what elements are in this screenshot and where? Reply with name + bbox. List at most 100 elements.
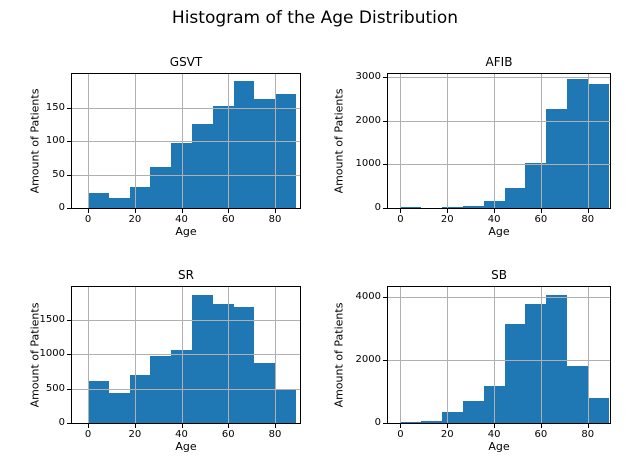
gridline: [399, 287, 401, 423]
x-tick-label: 40: [175, 214, 188, 225]
histogram-bar: [150, 167, 171, 208]
x-tick-label: 40: [487, 214, 501, 225]
gridline: [72, 140, 300, 142]
y-tick-mark: [383, 163, 387, 165]
histogram-bar: [546, 295, 567, 423]
subplot-title-sb: SB: [491, 268, 507, 282]
plot-area: [388, 74, 610, 208]
y-tick-label: 500: [45, 382, 65, 394]
x-axis-label: Age: [175, 440, 197, 453]
histogram-bar: [275, 389, 296, 423]
histogram-bar: [88, 193, 109, 208]
subplot-title-sr: SR: [178, 268, 194, 282]
x-tick-mark: [541, 424, 542, 428]
y-tick-mark: [383, 296, 387, 298]
histogram-bar: [213, 106, 234, 208]
x-tick-label: 60: [534, 429, 548, 440]
histogram-bar: [130, 187, 150, 208]
subplot-title-afib: AFIB: [485, 55, 513, 69]
gridline: [72, 319, 300, 321]
x-tick-mark: [275, 209, 276, 213]
subplot-gsvt: GSVT Amount of Patients Age 0 20 40 60 80 0 50…: [29, 55, 301, 238]
x-tick-label: 40: [175, 429, 188, 440]
x-tick-mark: [588, 209, 589, 213]
y-tick-mark: [67, 319, 71, 321]
histogram-bar: [400, 207, 421, 208]
histogram-bar: [546, 109, 567, 208]
y-tick-mark: [67, 140, 71, 142]
histogram-bar: [525, 163, 546, 208]
x-tick-label: 40: [487, 429, 501, 440]
y-tick-label: 0: [374, 202, 381, 213]
y-tick-label: 1000: [39, 348, 65, 360]
x-tick-mark: [400, 209, 401, 213]
gridline: [87, 287, 89, 423]
x-tick-label: 0: [84, 429, 92, 440]
histogram-bar: [400, 422, 421, 423]
x-tick-label: 20: [128, 429, 142, 440]
histogram-bar: [505, 324, 525, 423]
x-tick-label: 0: [397, 429, 404, 440]
histogram-bar: [88, 381, 109, 423]
y-tick-label: 4000: [355, 291, 381, 303]
y-tick-mark: [383, 359, 387, 361]
histogram-bar: [275, 94, 296, 208]
x-tick-mark: [88, 424, 89, 428]
x-tick-label: 80: [581, 429, 595, 440]
histogram-bar: [109, 393, 130, 423]
y-tick-mark: [67, 107, 71, 109]
subplot-sb: SB Amount of Patients Age 0 20 40 60 80 0 2000…: [333, 268, 611, 453]
y-tick-mark: [383, 120, 387, 122]
gridline: [446, 287, 448, 423]
x-tick-label: 20: [440, 429, 454, 440]
x-tick-mark: [228, 424, 229, 428]
histogram-bar: [421, 421, 442, 423]
plot-area: [72, 74, 300, 208]
x-tick-label: 0: [397, 214, 404, 225]
histogram-bar: [234, 307, 254, 423]
x-tick-label: 60: [221, 429, 235, 440]
gridline: [388, 163, 610, 165]
x-tick-label: 80: [268, 214, 282, 225]
x-tick-label: 80: [581, 214, 595, 225]
y-tick-mark: [383, 207, 387, 209]
gridline: [388, 120, 610, 122]
x-axis-label: Age: [175, 225, 197, 238]
y-axis-label: Amount of Patients: [332, 88, 346, 194]
x-tick-label: 60: [534, 214, 548, 225]
x-tick-mark: [135, 424, 136, 428]
histogram-bar: [234, 81, 254, 208]
gridline: [493, 287, 495, 423]
histogram-bar: [484, 386, 505, 423]
histogram-bar: [588, 84, 609, 208]
x-tick-label: 60: [221, 214, 235, 225]
gridline: [181, 287, 183, 423]
gridline: [388, 76, 610, 78]
gridline: [388, 296, 610, 298]
y-tick-label: 2000: [355, 114, 381, 126]
x-axis-label: Age: [488, 225, 510, 238]
gridline: [72, 174, 300, 176]
histogram-bar: [254, 99, 275, 208]
y-tick-mark: [67, 388, 71, 390]
histogram-bar: [109, 198, 130, 208]
histogram-bar: [463, 206, 484, 208]
histogram-bar: [463, 401, 484, 423]
gridline: [274, 287, 276, 423]
x-tick-mark: [275, 424, 276, 428]
y-tick-mark: [67, 174, 71, 176]
x-tick-mark: [494, 209, 495, 213]
x-tick-mark: [182, 209, 183, 213]
histogram-bar: [442, 412, 463, 423]
y-tick-mark: [383, 422, 387, 424]
x-tick-mark: [541, 209, 542, 213]
y-tick-label: 0: [58, 202, 65, 213]
gridline: [540, 287, 542, 423]
y-tick-label: 50: [52, 168, 65, 180]
y-axis-label: Amount of Patients: [28, 88, 42, 194]
histogram-bar: [588, 398, 609, 423]
gridline: [446, 74, 448, 208]
histogram-bar: [484, 201, 505, 208]
histogram-bar: [254, 363, 275, 423]
